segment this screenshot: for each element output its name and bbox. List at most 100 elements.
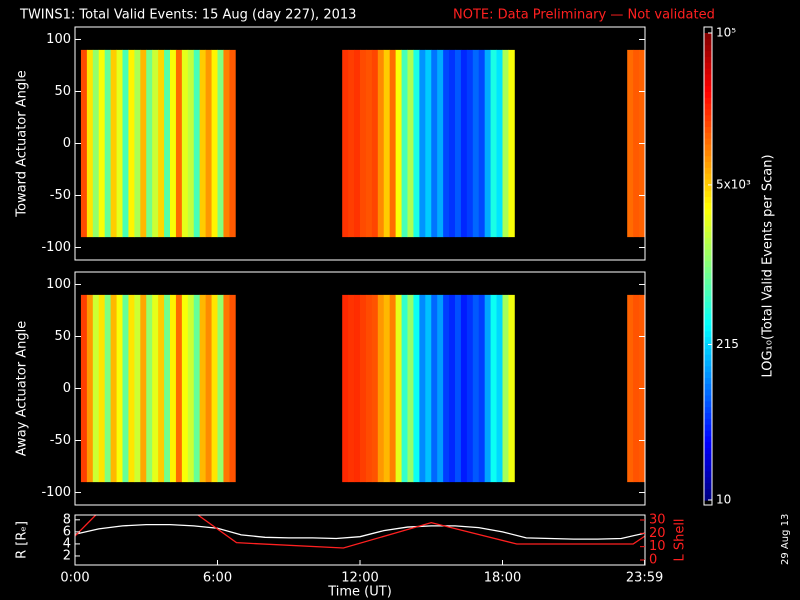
colorbar-tick-label: 215 [716,337,739,351]
heatmap-cell [187,49,195,238]
heatmap-cell [223,294,230,483]
colorbar-swatch [704,371,712,379]
heatmap-cell [116,49,123,238]
colorbar-swatch [704,243,712,250]
heatmap-cell [371,294,379,483]
heatmap-cell [484,49,492,238]
heatmap-cell [354,49,361,238]
colorbar-swatch [704,336,712,343]
colorbar-swatch [704,79,712,87]
heatmap-cell [401,49,408,238]
heatmap-cell [449,294,456,483]
heatmap-cell [633,294,640,483]
colorbar-swatch [704,278,712,285]
colorbar-swatch [704,231,712,238]
heatmap-cell [633,49,640,238]
colorbar-frame [703,26,713,506]
heatmap-cell [365,294,373,483]
colorbar-swatch [704,149,712,157]
heatmap-cell [181,294,189,483]
colorbar-swatch [704,184,712,192]
colorbar-swatch [704,389,712,396]
x-tick-label: 6:00 [203,571,232,586]
heatmap-cell [134,294,141,483]
heatmap-cell [80,49,88,238]
y-axis-label: Toward Actuator Angle [15,70,30,217]
heatmap-cell [211,294,218,483]
heatmap-cell [413,49,420,238]
y-tick-label: 0 [63,381,71,396]
colorbar-swatch [704,476,712,484]
y2-tick-label: 20 [649,526,666,541]
heatmap-cell [175,49,183,238]
colorbar-swatch [704,272,712,279]
heatmap-cell [401,294,408,483]
colorbar-swatch [704,85,712,92]
heatmap-cell [365,49,373,238]
heatmap-cell [217,49,224,238]
heatmap-cell [348,49,355,238]
colorbar-swatch [704,470,712,478]
heatmap-cell [407,49,414,238]
colorbar-swatch [704,260,712,268]
heatmap-cell [377,294,385,483]
heatmap-cell [223,49,230,238]
colorbar-swatch [704,38,712,46]
y-tick-label: -50 [50,188,71,203]
colorbar-swatch [704,324,712,332]
heatmap-cell [407,294,414,483]
colorbar-swatch [704,225,712,233]
heatmap-cell [484,294,492,483]
note: NOTE: Data Preliminary — Not validated [453,8,715,23]
x-tick-label: 12:00 [341,571,378,586]
heatmap-cell [389,49,397,238]
heatmap-cell [164,49,171,238]
y-tick-label: 50 [54,84,71,99]
heatmap-cell [217,294,224,483]
y2-tick-label: 10 [649,539,666,554]
colorbar-swatch [704,359,712,367]
colorbar-swatch [704,301,712,308]
colorbar-swatch [704,126,712,133]
colorbar-swatch [704,173,712,180]
colorbar-swatch [704,459,712,466]
colorbar-swatch [704,330,712,338]
colorbar-swatch [704,424,712,431]
heatmap-cell [205,294,212,483]
panel-frame [74,514,646,566]
colorbar-swatch [704,73,712,81]
colorbar-swatch [704,155,712,163]
heatmap-cell [92,294,100,483]
y-axis-label: Away Actuator Angle [15,321,30,456]
colorbar-swatch [704,202,712,209]
colorbar-swatch [704,447,712,454]
heatmap-cell [443,294,450,483]
heatmap-cell [170,49,177,238]
heatmap-cell [472,49,480,238]
heatmap-cell [496,49,503,238]
colorbar-swatch [704,213,712,221]
heatmap-cell [170,294,177,483]
heatmap-cell [383,294,391,483]
heatmap-cell [443,49,450,238]
colorbar-swatch [704,342,712,349]
y2-tick-label: 30 [649,513,666,528]
colorbar-swatch [704,453,712,460]
heatmap-cell [383,49,391,238]
heatmap-cell [158,49,165,238]
heatmap-cell [389,294,397,483]
x-tick-label: 0:00 [60,571,89,586]
colorbar-swatch [704,313,712,320]
heatmap-cell [181,49,189,238]
colorbar-swatch [704,319,712,326]
colorbar-swatch [704,429,712,437]
heatmap-cell [86,294,94,483]
heatmap-cell [490,294,497,483]
heatmap-cell [342,49,349,238]
heatmap-cell [455,294,462,483]
heatmap-cell [229,294,236,483]
colorbar-swatch [704,219,712,227]
colorbar-swatch [704,482,712,489]
